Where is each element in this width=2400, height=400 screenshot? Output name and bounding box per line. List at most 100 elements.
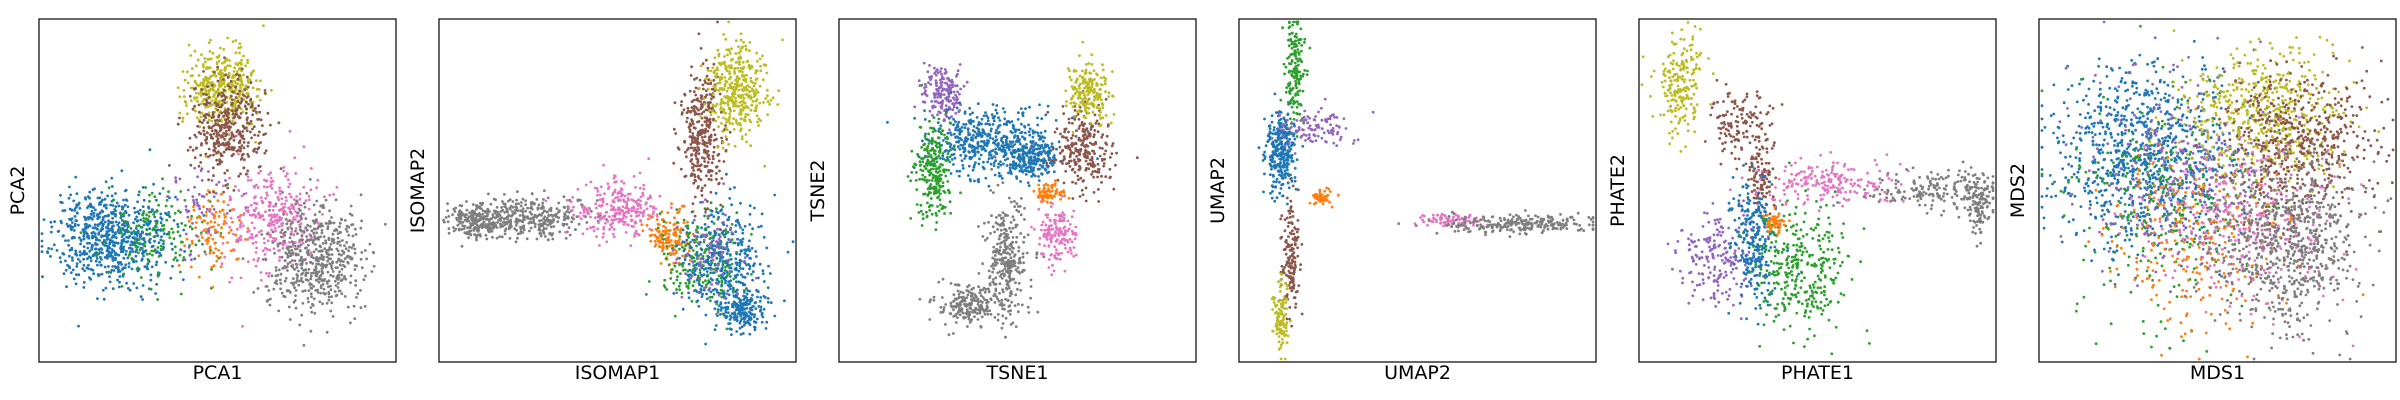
scatter-point-cluster-0 bbox=[503, 193, 506, 196]
scatter-point-cluster-4 bbox=[711, 278, 714, 282]
scatter-point-cluster-0 bbox=[481, 201, 485, 205]
scatter-point-cluster-4 bbox=[741, 237, 745, 241]
scatter-point-cluster-1 bbox=[635, 214, 638, 218]
scatter-point-cluster-4 bbox=[735, 252, 739, 256]
scatter-point-cluster-5 bbox=[706, 214, 710, 218]
scatter-point-cluster-0 bbox=[476, 225, 480, 229]
scatter-point-cluster-7 bbox=[230, 134, 234, 137]
scatter-point-cluster-0 bbox=[103, 197, 107, 201]
scatter-point-cluster-6 bbox=[706, 82, 710, 86]
scatter-point-cluster-5 bbox=[304, 274, 308, 278]
scatter-point-cluster-0 bbox=[484, 223, 488, 226]
scatter-point-cluster-1 bbox=[599, 212, 602, 216]
scatter-point-cluster-2 bbox=[205, 242, 209, 245]
scatter-point-cluster-4 bbox=[786, 250, 790, 254]
scatter-point-cluster-0 bbox=[129, 227, 133, 230]
scatter-point-cluster-6 bbox=[237, 61, 241, 65]
scatter-point-cluster-0 bbox=[98, 260, 101, 264]
scatter-point-cluster-4 bbox=[244, 191, 248, 195]
scatter-point-cluster-5 bbox=[241, 257, 245, 260]
scatter-point-cluster-5 bbox=[329, 309, 333, 313]
scatter-point-cluster-1 bbox=[598, 193, 602, 197]
scatter-point-cluster-4 bbox=[761, 269, 765, 272]
scatter-point-cluster-1 bbox=[168, 215, 172, 219]
scatter-point-cluster-7 bbox=[215, 158, 219, 162]
scatter-point-cluster-0 bbox=[91, 268, 95, 272]
scatter-point-cluster-4 bbox=[748, 212, 752, 216]
scatter-point-cluster-4 bbox=[724, 301, 727, 305]
scatter-point-cluster-5 bbox=[291, 221, 294, 224]
scatter-point-cluster-4 bbox=[687, 296, 691, 300]
scatter-point-cluster-2 bbox=[670, 202, 673, 206]
scatter-point-cluster-7 bbox=[188, 136, 192, 140]
scatter-point-cluster-4 bbox=[685, 238, 689, 242]
scatter-point-cluster-5 bbox=[675, 291, 679, 295]
scatter-point-cluster-6 bbox=[683, 139, 687, 143]
scatter-point-cluster-1 bbox=[145, 252, 149, 256]
scatter-point-cluster-5 bbox=[710, 283, 714, 286]
scatter-point-cluster-5 bbox=[319, 273, 323, 277]
scatter-point-cluster-6 bbox=[679, 167, 683, 171]
scatter-point-cluster-2 bbox=[216, 199, 220, 203]
scatter-point-cluster-4 bbox=[696, 299, 700, 303]
scatter-point-cluster-5 bbox=[284, 230, 287, 234]
scatter-point-cluster-0 bbox=[75, 262, 79, 265]
scatter-point-cluster-1 bbox=[587, 206, 591, 210]
scatter-point-cluster-0 bbox=[472, 227, 476, 231]
scatter-point-cluster-7 bbox=[254, 107, 257, 110]
scatter-point-cluster-5 bbox=[314, 243, 317, 246]
scatter-point-cluster-5 bbox=[308, 260, 312, 264]
scatter-point-cluster-2 bbox=[655, 218, 659, 222]
scatter-point-cluster-4 bbox=[748, 323, 752, 327]
scatter-point-cluster-0 bbox=[88, 249, 92, 253]
scatter-point-cluster-6 bbox=[673, 101, 677, 105]
scatter-point-cluster-4 bbox=[265, 185, 269, 189]
scatter-point-cluster-7 bbox=[226, 169, 229, 172]
scatter-point-cluster-6 bbox=[204, 89, 208, 93]
scatter-point-cluster-2 bbox=[649, 239, 653, 243]
scatter-point-cluster-4 bbox=[295, 195, 298, 198]
scatter-point-cluster-5 bbox=[305, 262, 308, 265]
scatter-point-cluster-1 bbox=[593, 186, 597, 190]
scatter-point-cluster-3 bbox=[671, 268, 674, 271]
scatter-point-cluster-7 bbox=[226, 116, 230, 120]
scatter-point-cluster-0 bbox=[105, 254, 109, 258]
scatter-point-cluster-4 bbox=[742, 307, 746, 310]
scatter-point-cluster-0 bbox=[495, 226, 499, 229]
scatter-point-cluster-0 bbox=[494, 210, 498, 213]
scatter-point-cluster-4 bbox=[693, 289, 696, 293]
scatter-point-cluster-0 bbox=[505, 209, 509, 213]
scatter-point-cluster-0 bbox=[67, 265, 71, 268]
scatter-point-cluster-5 bbox=[320, 229, 324, 232]
scatter-point-cluster-0 bbox=[467, 226, 471, 229]
scatter-point-cluster-6 bbox=[706, 129, 710, 133]
scatter-point-cluster-1 bbox=[646, 197, 650, 201]
scatter-point-cluster-5 bbox=[721, 273, 725, 276]
scatter-point-cluster-6 bbox=[690, 153, 694, 156]
scatter-point-cluster-6 bbox=[187, 43, 191, 47]
scatter-point-cluster-4 bbox=[719, 209, 722, 213]
scatter-point-cluster-7 bbox=[252, 109, 256, 113]
scatter-point-cluster-3 bbox=[647, 280, 651, 283]
scatter-point-cluster-0 bbox=[524, 199, 527, 203]
scatter-point-cluster-0 bbox=[460, 244, 464, 248]
scatter-point-cluster-5 bbox=[339, 263, 342, 267]
scatter-point-cluster-7 bbox=[754, 106, 758, 110]
scatter-point-cluster-1 bbox=[648, 194, 652, 198]
scatter-point-cluster-5 bbox=[289, 245, 292, 249]
scatter-point-cluster-5 bbox=[718, 235, 722, 239]
scatter-point-cluster-4 bbox=[719, 302, 723, 306]
scatter-point-cluster-4 bbox=[748, 204, 752, 208]
scatter-point-cluster-5 bbox=[318, 300, 322, 304]
scatter-point-cluster-0 bbox=[117, 221, 121, 225]
scatter-point-cluster-0 bbox=[533, 225, 537, 229]
scatter-point-cluster-4 bbox=[725, 305, 728, 309]
scatter-point-cluster-4 bbox=[274, 237, 278, 241]
scatter-point-cluster-7 bbox=[226, 84, 230, 88]
scatter-point-cluster-0 bbox=[510, 214, 513, 218]
scatter-point-cluster-0 bbox=[82, 233, 86, 237]
scatter-point-cluster-5 bbox=[343, 275, 346, 278]
scatter-point-cluster-1 bbox=[128, 252, 132, 256]
scatter-point-cluster-6 bbox=[701, 83, 705, 87]
scatter-point-cluster-3 bbox=[720, 279, 724, 283]
